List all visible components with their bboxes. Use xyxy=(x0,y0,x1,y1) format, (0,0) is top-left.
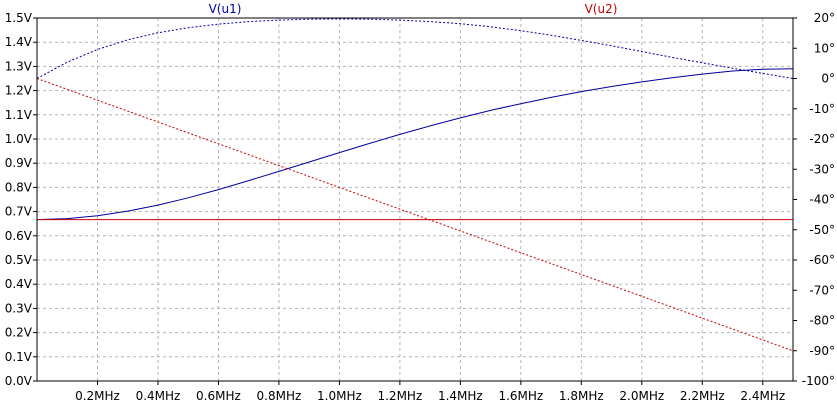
y-left-tick-label: 0.9V xyxy=(5,156,33,170)
y-left-tick-label: 1.0V xyxy=(5,132,33,146)
x-tick-label: 1.0MHz xyxy=(317,389,362,403)
legend-entry: V(u2) xyxy=(585,2,618,16)
legend: V(u1) V(u2) xyxy=(209,2,618,16)
y-left-tick-label: 1.5V xyxy=(5,11,33,25)
y-left-tick-label: 0.1V xyxy=(5,350,33,364)
y-right-tick-label: -50° xyxy=(809,223,835,237)
x-tick-label: 0.4MHz xyxy=(136,389,181,403)
y-left-tick-label: 1.4V xyxy=(5,35,33,49)
y-right-tick-label: -80° xyxy=(809,314,835,328)
legend-entry: V(u1) xyxy=(209,2,242,16)
y-right-tick-label: 20° xyxy=(814,11,835,25)
y-left-tick-label: 1.3V xyxy=(5,59,33,73)
x-axis: 0.2MHz 0.4MHz 0.6MHz 0.8MHz 1.0MHz 1.2MHz 1.4M… xyxy=(75,381,785,403)
y-left-tick-label: 0.6V xyxy=(5,229,33,243)
y-left-tick-label: 1.1V xyxy=(5,108,33,122)
y-left-tick-label: 0.5V xyxy=(5,253,33,267)
y-right-tick-label: -60° xyxy=(809,253,835,267)
y-left-tick-label: 0.3V xyxy=(5,301,33,315)
plot-frame xyxy=(36,17,794,382)
x-tick-label: 0.2MHz xyxy=(75,389,120,403)
series-line-vu1-left xyxy=(36,68,794,221)
y-right-tick-label: -100° xyxy=(802,374,835,388)
y-right-tick-label: 10° xyxy=(814,41,835,55)
x-tick-label: 0.6MHz xyxy=(196,389,241,403)
series-line-vu2-right xyxy=(36,78,794,352)
x-tick-label: 1.6MHz xyxy=(498,389,543,403)
y-left-tick-label: 1.2V xyxy=(5,84,33,98)
y-left-tick-label: 0.0V xyxy=(5,374,33,388)
x-tick-label: 2.4MHz xyxy=(740,389,785,403)
left-axis: 0.0V 0.1V 0.2V 0.3V 0.4V 0.5V 0.6V 0.7V 0.8V 0.9V… xyxy=(5,11,37,388)
right-axis: 20° 10° 0° -10° -20° -30° -40° -50° -60° -70° -80°… xyxy=(793,11,835,388)
y-right-tick-label: -20° xyxy=(809,132,835,146)
series-line-vu1-right xyxy=(36,18,794,79)
y-right-tick-label: -70° xyxy=(809,283,835,297)
x-tick-label: 0.8MHz xyxy=(257,389,302,403)
y-left-tick-label: 0.2V xyxy=(5,326,33,340)
y-left-tick-label: 0.7V xyxy=(5,205,33,219)
y-right-tick-label: 0° xyxy=(821,72,835,86)
x-tick-label: 2.0MHz xyxy=(619,389,664,403)
x-tick-label: 2.2MHz xyxy=(680,389,725,403)
x-tick-label: 1.2MHz xyxy=(377,389,422,403)
y-right-tick-label: -30° xyxy=(809,162,835,176)
x-tick-label: 1.8MHz xyxy=(559,389,604,403)
x-tick-label: 1.4MHz xyxy=(438,389,483,403)
y-left-tick-label: 0.8V xyxy=(5,180,33,194)
y-right-tick-label: -10° xyxy=(809,102,835,116)
series-layer xyxy=(36,18,794,352)
y-right-tick-label: -40° xyxy=(809,193,835,207)
y-left-tick-label: 0.4V xyxy=(5,277,33,291)
grid xyxy=(37,18,793,381)
y-right-tick-label: -90° xyxy=(809,344,835,358)
